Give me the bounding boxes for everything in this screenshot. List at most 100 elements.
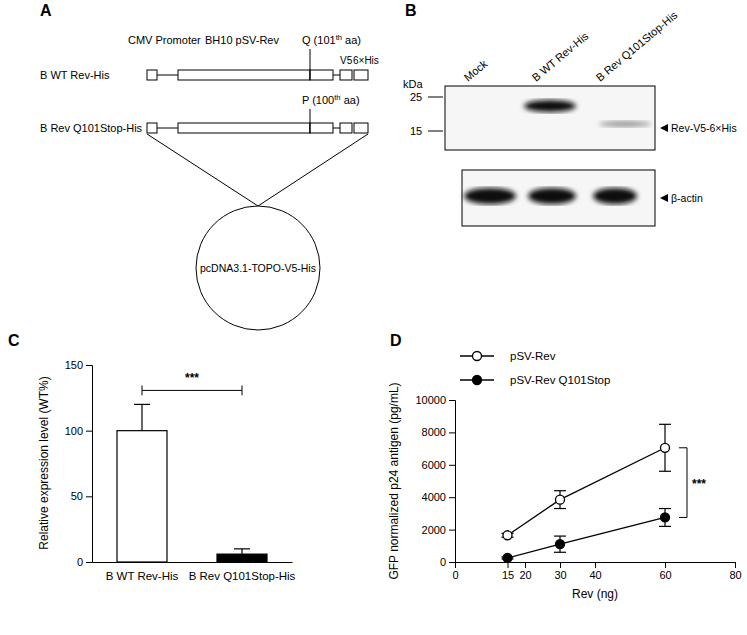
construct-label: B WT Rev-His [40, 69, 110, 81]
legend-label: pSV-Rev [510, 350, 556, 362]
promoter-label: CMV Promoter [128, 34, 201, 46]
series-line [508, 448, 666, 535]
error-cap [659, 526, 671, 527]
error-cap [234, 548, 250, 549]
error-bar [141, 404, 142, 430]
significance-bracket [142, 385, 242, 395]
tick-label: 80 [729, 569, 741, 581]
band-label: Rev-V5-6×His [671, 122, 737, 134]
tick-label: 10000 [415, 394, 446, 406]
tick-label: 15 [502, 569, 514, 581]
band [599, 121, 651, 127]
tick: B WT Rev-His [106, 570, 179, 582]
tick: 2000 [422, 524, 455, 536]
band [464, 188, 516, 204]
site-label-part: Q (101 [302, 34, 336, 46]
axis-line [449, 401, 456, 563]
marker-label: 15 [410, 125, 422, 137]
segment [354, 123, 368, 133]
marker-label: 25 [410, 91, 422, 103]
backbone [333, 75, 340, 76]
tick-mark [595, 562, 596, 568]
bar [117, 431, 167, 562]
axis-line [86, 366, 93, 563]
bar [217, 554, 267, 562]
error-cap [554, 490, 566, 491]
site-marker [310, 49, 311, 80]
tag-label: V5 [340, 55, 353, 66]
tick-label: 150 [65, 359, 83, 371]
tick: 10000 [415, 394, 455, 406]
panel-label: D [390, 332, 402, 349]
segment [178, 70, 310, 80]
segment [310, 123, 333, 133]
axis: 0 50 100 150 [65, 359, 93, 568]
tick: 0 [452, 562, 458, 581]
axis-title: Relative expression level (WT%) [37, 376, 51, 549]
site-label-part: aa) [342, 34, 361, 46]
tick-label: 40 [589, 569, 601, 581]
segment [178, 123, 310, 133]
tick-mark [86, 431, 92, 432]
tick-label: 2000 [422, 524, 446, 536]
marker-tick [428, 131, 443, 132]
error-cap [659, 424, 671, 425]
tick-mark [525, 562, 526, 568]
blot [462, 170, 655, 226]
construct: B WT Rev-His [40, 69, 368, 81]
backbone [157, 128, 178, 129]
tick: 15 [502, 562, 514, 581]
tick: 150 [65, 359, 92, 371]
plot-data [502, 424, 672, 562]
error-cap [554, 552, 566, 553]
tick-mark [455, 562, 456, 568]
plot-data [117, 404, 267, 562]
lane-label: Mock [462, 57, 490, 83]
axis-title: Rev (ng) [572, 587, 618, 601]
significance-bracket [679, 448, 687, 518]
tick-label: 100 [65, 425, 83, 437]
backbone [333, 128, 340, 129]
tick-mark [560, 562, 561, 568]
point [503, 531, 512, 540]
tick: 4000 [422, 491, 455, 503]
tick-mark [449, 400, 455, 401]
tag-label: 6×His [353, 55, 379, 66]
tick-label: 0 [440, 556, 446, 568]
axis: 0 2000 4000 6000 8000 10000 [415, 394, 455, 568]
tick-mark [449, 562, 455, 563]
legend-marker [473, 352, 482, 361]
site-label-part: P (100 [302, 94, 334, 106]
figure: ACMV PromoterBH10 pSV-RevQ (101th aa)V56… [0, 0, 747, 635]
panel-label: B [405, 2, 417, 19]
tick: 0 [77, 556, 92, 568]
panel-b: BMockB WT Rev-HisB Rev Q101Stop-HiskDa25… [403, 2, 737, 226]
tick-label: 0 [77, 556, 83, 568]
tick: 80 [729, 562, 741, 581]
segment [147, 123, 157, 133]
error-cap [134, 404, 150, 405]
arrow-head [660, 124, 668, 132]
annotation: *** [692, 477, 706, 491]
error-cap [659, 508, 671, 509]
axis-line [93, 562, 293, 563]
blot [445, 86, 655, 150]
tick: 60 [659, 562, 671, 581]
connector [147, 134, 258, 206]
tick-mark [86, 365, 92, 366]
legend-marker [473, 376, 482, 385]
tick-mark [86, 562, 92, 563]
segment [354, 70, 368, 80]
tick: 50 [71, 490, 92, 502]
band [593, 188, 637, 204]
tick: 8000 [422, 426, 455, 438]
axis: 0152030406080 [452, 562, 741, 581]
point [503, 553, 512, 562]
tick-mark [449, 530, 455, 531]
error-cap [554, 508, 566, 509]
tick-label: 60 [659, 569, 671, 581]
legend-label: pSV-Rev Q101Stop [510, 374, 610, 386]
error-cap [659, 471, 671, 472]
tick: 6000 [422, 459, 455, 471]
lane-label: B Rev Q101Stop-His [594, 8, 680, 83]
